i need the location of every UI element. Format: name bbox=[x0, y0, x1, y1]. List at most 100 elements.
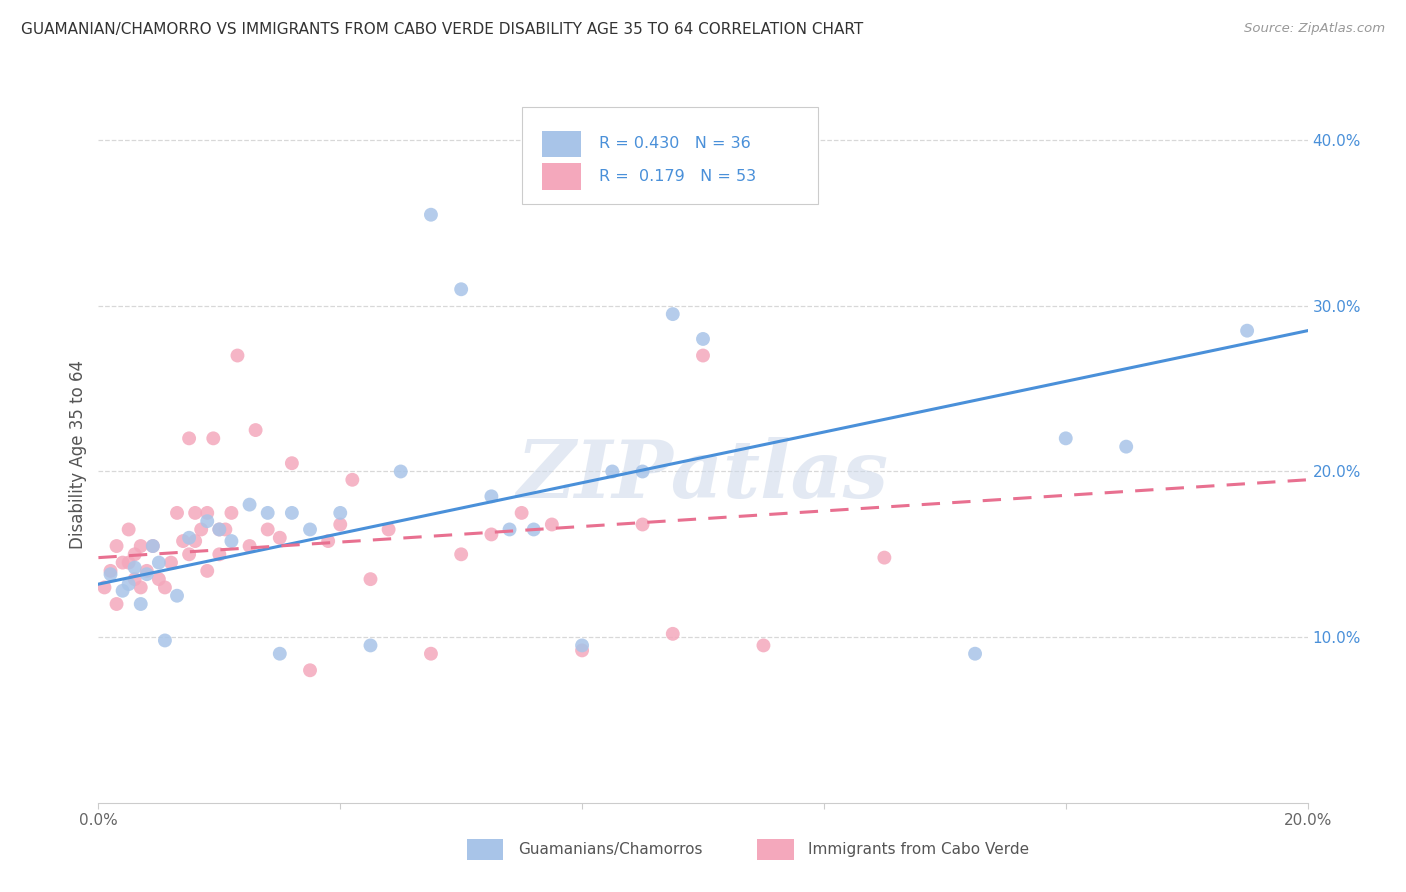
Point bbox=[692, 349, 714, 363]
Point bbox=[571, 639, 593, 653]
Point bbox=[420, 208, 443, 222]
Point bbox=[100, 567, 122, 582]
Point bbox=[281, 456, 304, 470]
Text: Immigrants from Cabo Verde: Immigrants from Cabo Verde bbox=[808, 842, 1029, 857]
Point bbox=[135, 567, 157, 582]
Point bbox=[153, 581, 176, 595]
Point bbox=[195, 514, 218, 528]
Point bbox=[179, 431, 201, 445]
Point bbox=[153, 633, 176, 648]
Point bbox=[571, 643, 593, 657]
Point bbox=[256, 506, 278, 520]
Point bbox=[239, 539, 262, 553]
Point bbox=[195, 564, 218, 578]
Point bbox=[481, 527, 503, 541]
Point bbox=[873, 550, 896, 565]
Point bbox=[450, 282, 472, 296]
Point bbox=[166, 589, 188, 603]
Point bbox=[1115, 440, 1137, 454]
Point bbox=[118, 556, 141, 570]
Bar bbox=[543, 163, 581, 190]
Text: GUAMANIAN/CHAMORRO VS IMMIGRANTS FROM CABO VERDE DISABILITY AGE 35 TO 64 CORRELA: GUAMANIAN/CHAMORRO VS IMMIGRANTS FROM CA… bbox=[21, 22, 863, 37]
Point bbox=[208, 523, 231, 537]
Point bbox=[692, 332, 714, 346]
Point bbox=[450, 547, 472, 561]
Text: R =  0.179   N = 53: R = 0.179 N = 53 bbox=[599, 169, 756, 184]
Point bbox=[662, 307, 685, 321]
Point bbox=[360, 639, 382, 653]
Point bbox=[135, 564, 157, 578]
Point bbox=[166, 506, 188, 520]
Point bbox=[172, 534, 194, 549]
Point bbox=[208, 523, 231, 537]
Point bbox=[256, 523, 278, 537]
Point bbox=[481, 489, 503, 503]
Point bbox=[631, 465, 654, 479]
Point bbox=[239, 498, 262, 512]
Point bbox=[195, 506, 218, 520]
Point bbox=[299, 663, 322, 677]
Point bbox=[221, 506, 243, 520]
Point bbox=[540, 517, 562, 532]
Point bbox=[269, 647, 291, 661]
Point bbox=[118, 577, 141, 591]
Point bbox=[105, 597, 128, 611]
Point bbox=[498, 523, 520, 537]
Point bbox=[124, 572, 146, 586]
Point bbox=[316, 534, 339, 549]
Point bbox=[269, 531, 291, 545]
Point bbox=[124, 560, 146, 574]
Point bbox=[129, 581, 152, 595]
Point bbox=[281, 506, 304, 520]
Y-axis label: Disability Age 35 to 64: Disability Age 35 to 64 bbox=[69, 360, 87, 549]
Point bbox=[190, 523, 212, 537]
Text: Guamanians/Chamorros: Guamanians/Chamorros bbox=[517, 842, 703, 857]
Point bbox=[184, 506, 207, 520]
Text: Source: ZipAtlas.com: Source: ZipAtlas.com bbox=[1244, 22, 1385, 36]
Point bbox=[179, 531, 201, 545]
Point bbox=[111, 583, 134, 598]
Point bbox=[100, 564, 122, 578]
Point bbox=[148, 572, 170, 586]
Point bbox=[360, 572, 382, 586]
Point bbox=[148, 556, 170, 570]
Point bbox=[329, 517, 352, 532]
Point bbox=[105, 539, 128, 553]
Point bbox=[523, 523, 546, 537]
Point bbox=[208, 547, 231, 561]
Text: ZIPatlas: ZIPatlas bbox=[517, 437, 889, 515]
Point bbox=[184, 534, 207, 549]
Point bbox=[160, 556, 183, 570]
Bar bbox=[758, 839, 794, 860]
Point bbox=[377, 523, 399, 537]
Point bbox=[124, 547, 146, 561]
Point bbox=[342, 473, 364, 487]
Text: R = 0.430   N = 36: R = 0.430 N = 36 bbox=[599, 136, 751, 152]
Point bbox=[226, 349, 249, 363]
Point bbox=[631, 517, 654, 532]
Point bbox=[1236, 324, 1258, 338]
Point bbox=[245, 423, 267, 437]
Point bbox=[1054, 431, 1077, 445]
Point bbox=[662, 627, 685, 641]
Point bbox=[299, 523, 322, 537]
Point bbox=[129, 539, 152, 553]
Point bbox=[510, 506, 533, 520]
Point bbox=[202, 431, 225, 445]
FancyBboxPatch shape bbox=[522, 107, 818, 204]
Bar bbox=[467, 839, 503, 860]
Bar bbox=[543, 131, 581, 157]
Point bbox=[179, 547, 201, 561]
Point bbox=[420, 647, 443, 661]
Point bbox=[752, 639, 775, 653]
Point bbox=[93, 581, 115, 595]
Point bbox=[118, 523, 141, 537]
Point bbox=[129, 597, 152, 611]
Point bbox=[142, 539, 165, 553]
Point bbox=[221, 534, 243, 549]
Point bbox=[111, 556, 134, 570]
Point bbox=[214, 523, 236, 537]
Point bbox=[329, 506, 352, 520]
Point bbox=[389, 465, 412, 479]
Point bbox=[142, 539, 165, 553]
